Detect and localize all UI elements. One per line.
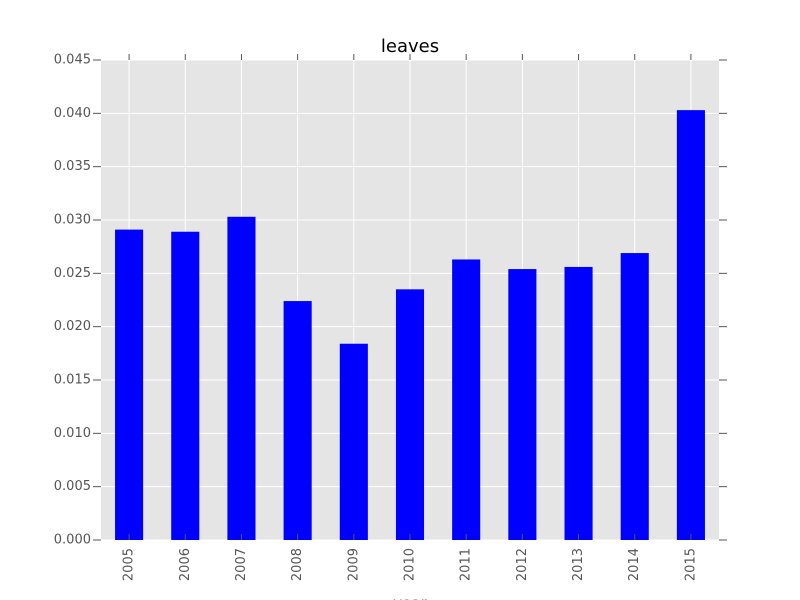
y-tick-label: 0.000 bbox=[54, 533, 91, 548]
y-tick-label: 0.010 bbox=[54, 426, 91, 441]
x-axis: 2005 2006 2007 2008 2009 2010 2011 2012 2013 2014… bbox=[122, 54, 698, 581]
bar-2009 bbox=[339, 343, 368, 540]
bar-2006 bbox=[171, 231, 200, 540]
y-tick-label: 0.025 bbox=[54, 266, 91, 281]
x-tick-label: 2009 bbox=[346, 548, 361, 581]
x-tick-label: 2012 bbox=[515, 548, 530, 581]
y-tick-label: 0.045 bbox=[54, 53, 91, 68]
x-axis-label: year bbox=[393, 594, 427, 600]
x-tick-label: 2010 bbox=[403, 548, 418, 581]
y-tick-label: 0.030 bbox=[54, 213, 91, 228]
y-axis: 0.000 0.005 0.010 0.015 0.020 0.025 0.030 0.035… bbox=[54, 53, 727, 548]
y-tick-label: 0.005 bbox=[54, 479, 91, 494]
bar-2015 bbox=[676, 110, 705, 540]
y-tick-label: 0.015 bbox=[54, 373, 91, 388]
bar-2008 bbox=[283, 301, 312, 540]
y-tick-label: 0.040 bbox=[54, 106, 91, 121]
x-tick-label: 2011 bbox=[459, 548, 474, 581]
x-tick-label: 2006 bbox=[178, 548, 193, 581]
x-tick-label: 2008 bbox=[290, 548, 305, 581]
chart-title: leaves bbox=[381, 36, 439, 57]
y-tick-label: 0.020 bbox=[54, 319, 91, 334]
bar-2007 bbox=[227, 216, 256, 541]
bar-2011 bbox=[452, 259, 481, 540]
bar-2014 bbox=[620, 253, 649, 541]
bar-2010 bbox=[395, 289, 425, 540]
x-tick-label: 2014 bbox=[627, 548, 642, 581]
y-tick-label: 0.035 bbox=[54, 159, 91, 174]
bar-2005 bbox=[115, 229, 144, 540]
bars bbox=[115, 110, 705, 541]
x-tick-label: 2005 bbox=[122, 548, 137, 581]
x-tick-label: 2015 bbox=[683, 548, 698, 581]
x-tick-label: 2013 bbox=[571, 548, 586, 581]
bar-2013 bbox=[564, 266, 593, 540]
bar-2012 bbox=[508, 269, 537, 540]
x-tick-label: 2007 bbox=[234, 548, 249, 581]
